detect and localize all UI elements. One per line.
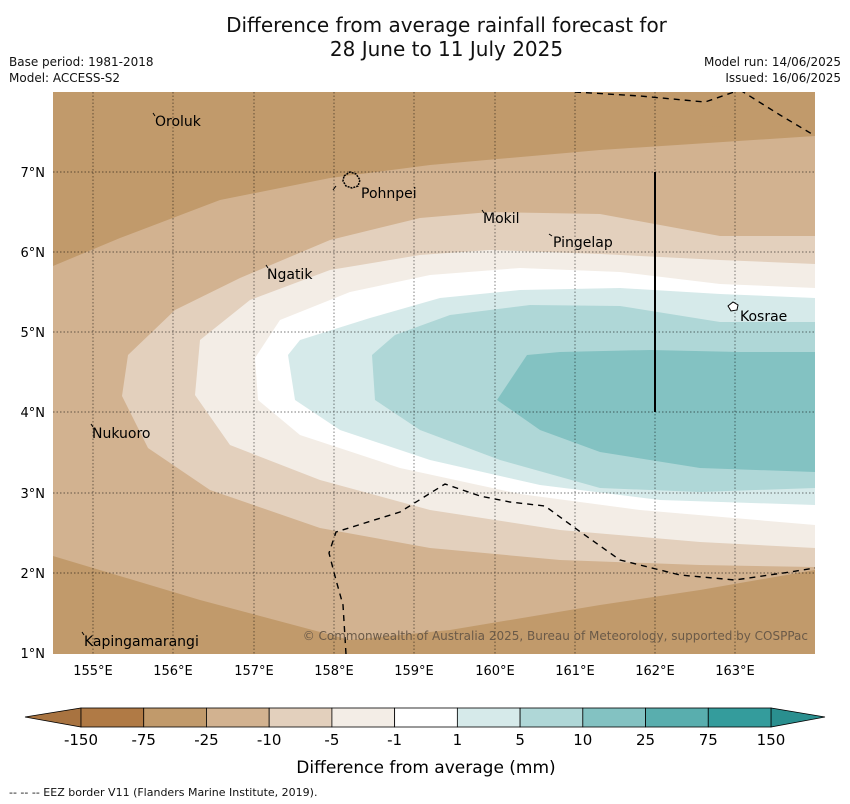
colorbar-tick-label: 5 [515, 731, 525, 749]
eez-legend-note: -- -- -- EEZ border V11 (Flanders Marine… [9, 786, 318, 799]
lat-tick-2: 2°N [21, 567, 46, 582]
colorbar-tick-label: 150 [757, 731, 786, 749]
colorbar-tick-label: 1 [453, 731, 463, 749]
place-label-pohnpei: Pohnpei [361, 186, 417, 202]
colorbar-tick-label: 10 [573, 731, 592, 749]
lat-axis: 7°N 6°N 5°N 4°N 3°N 2°N 1°N [21, 166, 46, 662]
colorbar-bin [456, 707, 521, 728]
eez-border-north [574, 92, 813, 135]
place-label-mokil: Mokil [483, 211, 520, 227]
lon-tick-163: 163°E [715, 664, 755, 679]
place-label-pingelap: Pingelap [553, 235, 613, 251]
colorbar-bin [143, 707, 207, 728]
meta-left: Base period: 1981-2018 Model: ACCESS-S2 [9, 54, 154, 86]
colorbar-tick-label: 25 [636, 731, 655, 749]
colorbar-bin [707, 707, 772, 728]
lat-tick-6: 6°N [21, 246, 46, 261]
base-period: Base period: 1981-2018 [9, 55, 154, 69]
title-line-1: Difference from average rainfall forecas… [226, 13, 667, 37]
band-north [53, 92, 815, 266]
pohnpei-reef [332, 185, 337, 191]
colorbar-tick-label: 75 [699, 731, 718, 749]
colorbar-tick-label: -75 [131, 731, 156, 749]
meta-right: Model run: 14/06/2025 Issued: 16/06/2025 [704, 54, 841, 86]
lon-tick-156: 156°E [153, 664, 193, 679]
place-label-oroluk: Oroluk [155, 114, 202, 130]
colorbar-bin [519, 707, 584, 728]
colorbar: -150 -75 -25 -10 -5 -1 1 5 10 25 75 150 Difference … [24, 707, 826, 778]
map-title: Difference from average rainfall forecas… [0, 13, 850, 61]
atoll-markers [81, 112, 553, 636]
lat-tick-7: 7°N [21, 166, 46, 181]
model-name: Model: ACCESS-S2 [9, 71, 121, 85]
eez-borders [328, 92, 815, 654]
title-line-2: 28 June to 11 July 2025 [329, 37, 564, 61]
lat-tick-4: 4°N [21, 406, 46, 421]
kosrae-island [727, 301, 739, 312]
colorbar-title: Difference from average (mm) [296, 758, 555, 778]
place-label-kosrae: Kosrae [740, 309, 787, 325]
colorbar-bin [206, 707, 270, 728]
lon-axis: 155°E 156°E 157°E 158°E 159°E 160°E 161°… [73, 664, 755, 679]
pohnpei-island [342, 171, 361, 189]
colorbar-bin [268, 707, 333, 728]
colorbar-tick-label: -25 [194, 731, 219, 749]
model-run: Model run: 14/06/2025 [703, 55, 841, 69]
lat-tick-5: 5°N [21, 326, 46, 341]
colorbar-tick-label: -5 [324, 731, 339, 749]
rainfall-contours [53, 92, 815, 654]
colorbar-extend-high [770, 707, 826, 728]
colorbar-bin [331, 707, 396, 728]
lon-tick-158: 158°E [314, 664, 354, 679]
lat-tick-1: 1°N [21, 647, 46, 662]
place-label-ngatik: Ngatik [267, 267, 313, 283]
colorbar-tick-label: -10 [257, 731, 282, 749]
issued-date: Issued: 16/06/2025 [725, 71, 841, 85]
lat-tick-3: 3°N [21, 487, 46, 502]
colorbar-bin [582, 707, 646, 728]
lon-tick-159: 159°E [394, 664, 434, 679]
place-label-nukuoro: Nukuoro [92, 426, 150, 442]
place-labels: Oroluk Pohnpei Mokil Pingelap Ngatik Kos… [84, 114, 787, 650]
lon-tick-155: 155°E [73, 664, 113, 679]
lon-tick-160: 160°E [475, 664, 515, 679]
lon-tick-157: 157°E [234, 664, 274, 679]
band-ne [490, 92, 815, 136]
colorbar-bin [80, 707, 145, 728]
colorbar-bin [394, 707, 458, 728]
colorbar-tick-label: -1 [387, 731, 402, 749]
lon-tick-162: 162°E [635, 664, 675, 679]
place-label-kapingamarangi: Kapingamarangi [84, 634, 199, 650]
copyright-text: © Commonwealth of Australia 2025, Bureau… [303, 629, 808, 643]
colorbar-bin [645, 707, 709, 728]
lon-tick-161: 161°E [555, 664, 595, 679]
colorbar-tick-label: -150 [64, 731, 98, 749]
eez-border-south [328, 483, 815, 654]
colorbar-extend-low [24, 707, 82, 728]
